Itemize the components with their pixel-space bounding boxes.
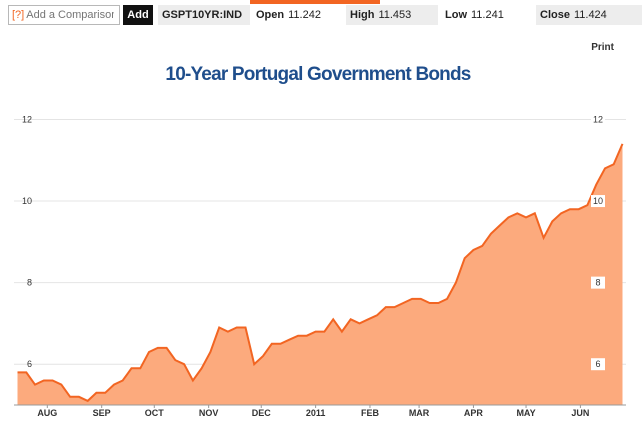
x-tick-label: APR [464,408,484,418]
help-icon[interactable]: [?] [12,9,25,21]
x-tick-label: JUN [571,408,589,418]
x-tick-label: DEC [252,408,272,418]
ticker-symbol: GSPT10YR:IND [158,5,250,25]
low-label: Low [445,9,467,21]
close-label: Close [540,9,570,21]
x-tick-label: MAY [516,408,535,418]
x-tick-label: SEP [93,408,111,418]
y-tick-label-left: 12 [22,114,32,124]
high-value: 11.453 [378,9,412,21]
accent-line [250,0,380,4]
low-stat: Low 11.241 [441,5,533,25]
area-fill [17,143,623,405]
add-button[interactable]: Add [123,5,153,25]
toolbar: [?] Add GSPT10YR:IND Open 11.242 High 11… [0,0,644,30]
y-tick-label-right: 12 [593,114,603,124]
compare-box[interactable]: [?] [8,5,120,25]
high-stat: High 11.453 [346,5,438,25]
y-tick-label-bg [591,358,605,371]
x-tick-label: NOV [199,408,219,418]
x-tick-label: OCT [145,408,165,418]
high-label: High [350,9,375,21]
chart-title: 10-Year Portugal Government Bonds [165,64,470,85]
price-line [17,143,624,403]
y-tick-label-right: 8 [595,278,600,288]
y-tick-label-left: 10 [22,196,32,206]
open-stat: Open 11.242 [252,5,344,25]
y-tick-label-left: 6 [27,359,32,369]
close-value: 11.424 [573,9,607,21]
x-tick-label: AUG [37,408,57,418]
y-tick-label-bg [591,276,605,289]
compare-input[interactable] [26,9,115,21]
x-tick-label: FEB [361,408,380,418]
y-tick-label-left: 8 [27,278,32,288]
low-value: 11.241 [471,9,504,21]
y-tick-label-bg [591,195,605,208]
close-stat: Close 11.424 [536,5,642,25]
axis-layer: 6 6 8 8 10 10 12 12 AUG SEP OCT NOV DEC 2011 FEB MAR APR… [14,113,626,418]
y-tick-label-bg [591,113,605,126]
y-tick-label-right: 6 [595,359,600,369]
x-tick-label: MAR [409,408,430,418]
open-label: Open [256,9,285,21]
open-value: 11.242 [288,9,321,21]
x-tick-label: 2011 [306,408,326,418]
y-tick-label-right: 10 [593,196,603,206]
print-link[interactable]: Print [591,42,614,53]
